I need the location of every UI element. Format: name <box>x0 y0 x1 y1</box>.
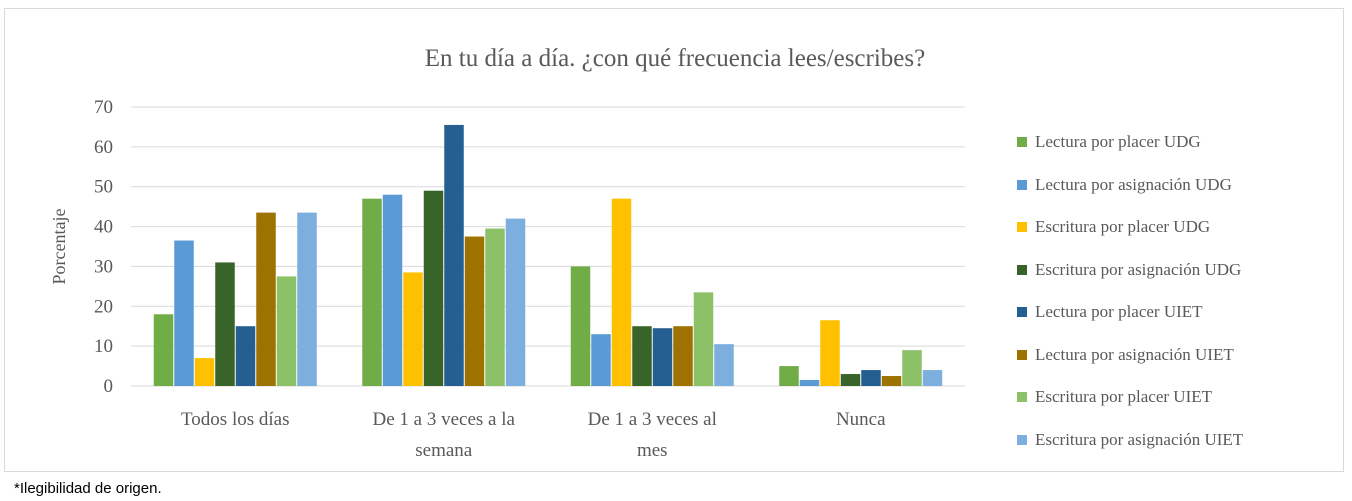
x-category-label: De 1 a 3 veces a la <box>373 409 516 430</box>
bar <box>714 344 734 386</box>
x-category-label: semana <box>415 440 473 461</box>
y-tick-label: 70 <box>94 97 113 118</box>
chart-legend: Lectura por placer UDG Lectura por asigna… <box>1017 121 1337 461</box>
y-tick-label: 20 <box>94 296 113 317</box>
bar <box>464 236 485 386</box>
bar <box>215 262 235 386</box>
bar <box>611 198 632 386</box>
legend-item: Lectura por placer UDG <box>1017 121 1337 164</box>
y-tick-label: 40 <box>94 217 113 238</box>
bar <box>652 328 673 386</box>
bar <box>235 326 256 386</box>
legend-item: Escritura por placer UIET <box>1017 376 1337 419</box>
x-category-label: De 1 a 3 veces al <box>588 409 717 430</box>
bar <box>632 326 652 386</box>
legend-label: Escritura por asignación UIET <box>1035 429 1244 449</box>
legend-item: Lectura por asignación UDG <box>1017 164 1337 207</box>
legend-item: Lectura por asignación UIET <box>1017 334 1337 377</box>
legend-label: Lectura por placer UIET <box>1035 302 1203 322</box>
bar <box>505 218 526 386</box>
legend-swatch <box>1017 392 1027 403</box>
bar <box>799 380 820 386</box>
legend-label: Escritura por placer UIET <box>1035 387 1212 407</box>
bar <box>922 370 943 386</box>
bar <box>403 272 423 386</box>
y-tick-label: 60 <box>94 137 113 158</box>
bar <box>423 190 444 386</box>
legend-swatch <box>1017 307 1027 318</box>
bar <box>570 266 591 386</box>
chart-title: En tu día a día. ¿con qué frecuencia lee… <box>424 45 926 72</box>
bar <box>276 276 297 386</box>
legend-swatch <box>1017 137 1027 148</box>
bar <box>485 228 505 386</box>
bar <box>902 350 922 386</box>
bar <box>174 240 194 386</box>
legend-swatch <box>1017 349 1027 360</box>
legend-swatch <box>1017 434 1027 445</box>
legend-label: Escritura por placer UDG <box>1035 217 1211 237</box>
bar <box>297 212 317 386</box>
legend-item: Escritura por asignación UDG <box>1017 249 1337 292</box>
legend-label: Escritura por asignación UDG <box>1035 259 1242 279</box>
bar <box>444 124 464 386</box>
bar <box>362 198 382 386</box>
bar <box>693 292 714 386</box>
bar <box>153 314 174 386</box>
y-axis-title: Porcentaje <box>49 209 69 285</box>
legend-label: Lectura por placer UDG <box>1035 132 1201 152</box>
legend-label: Lectura por asignación UDG <box>1035 174 1232 194</box>
y-tick-label: 0 <box>104 376 114 397</box>
x-category-label: Todos los días <box>181 409 289 430</box>
bar <box>861 370 881 386</box>
bar <box>881 376 902 386</box>
legend-swatch <box>1017 222 1027 233</box>
bar <box>382 194 403 386</box>
bar <box>820 320 840 386</box>
bar <box>194 358 215 386</box>
x-category-label: Nunca <box>836 409 886 430</box>
chart-frame: En tu día a día. ¿con qué frecuencia lee… <box>4 8 1344 472</box>
bar <box>840 374 861 386</box>
bar <box>591 334 611 386</box>
legend-swatch <box>1017 264 1027 275</box>
legend-item: Lectura por placer UIET <box>1017 291 1337 334</box>
legend-item: Escritura por placer UDG <box>1017 206 1337 249</box>
bar-chart-plot: 0 10 20 30 40 50 60 70 Porcentaje Todos los días D… <box>49 97 965 461</box>
y-tick-label: 50 <box>94 177 113 198</box>
legend-label: Lectura por asignación UIET <box>1035 344 1234 364</box>
y-tick-label: 30 <box>94 256 113 277</box>
bar <box>779 366 799 386</box>
footnote: *Ilegibilidad de origen. <box>14 480 162 497</box>
bar <box>673 326 693 386</box>
x-category-label: mes <box>637 440 668 461</box>
legend-item: Escritura por asignación UIET <box>1017 419 1337 462</box>
bar <box>256 212 276 386</box>
legend-swatch <box>1017 179 1027 190</box>
y-tick-label: 10 <box>94 336 113 357</box>
